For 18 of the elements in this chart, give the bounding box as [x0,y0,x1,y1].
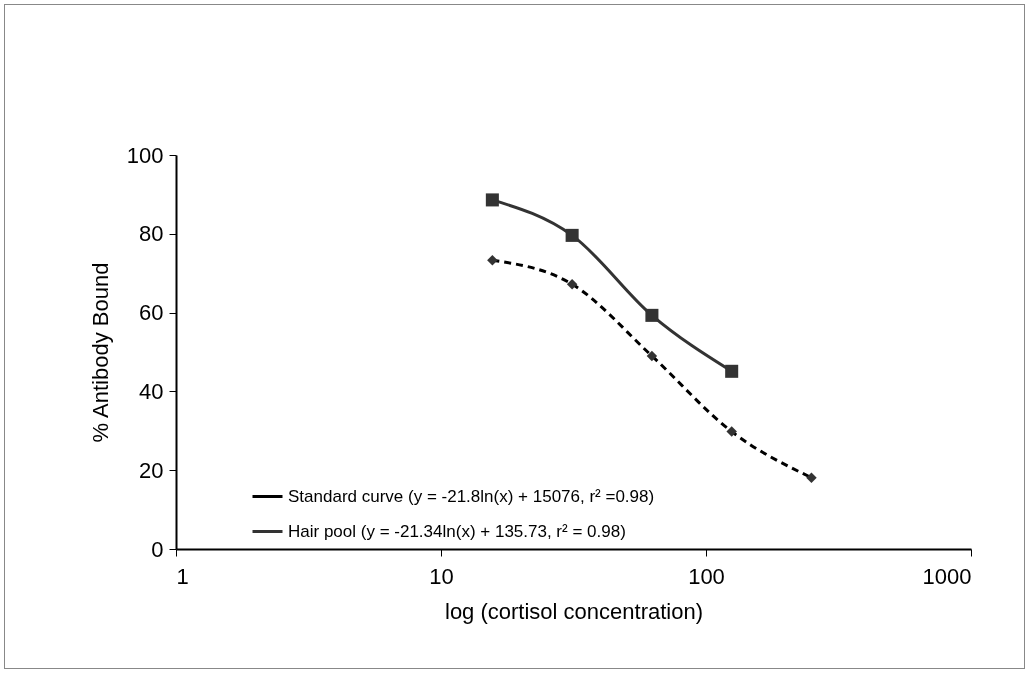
x-tick-label: 100 [688,563,725,589]
y-tick-label: 100 [126,142,164,168]
y-tick-label: 0 [151,536,164,562]
point [725,364,739,378]
y-axis-title: % Antibody Bound [87,262,113,443]
legend-label: Hair pool (y = -21.34ln(x) + 135.73, r² = 0.98) [288,521,626,541]
x-axis-title: log (cortisol concentration) [444,598,704,624]
point [485,193,499,207]
x-tick-label: 1000 [922,563,972,589]
x-tick-label: 10 [429,563,454,589]
y-tick-label: 60 [139,300,164,326]
point [565,228,579,242]
legend-label: Standard curve (y = -21.8ln(x) + 15076, r² =0.98) [288,486,655,506]
y-tick-label: 80 [139,221,164,247]
y-tick-label: 40 [139,378,164,404]
y-tick-label: 20 [139,457,164,483]
point [645,308,659,322]
x-tick-label: 1 [176,563,189,589]
